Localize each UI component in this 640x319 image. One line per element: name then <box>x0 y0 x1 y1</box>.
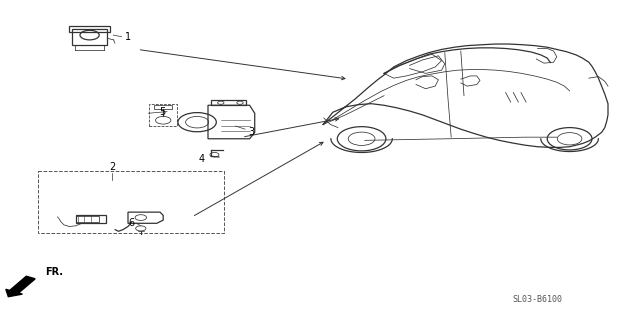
Text: 4: 4 <box>198 154 205 165</box>
Text: 5: 5 <box>159 107 165 117</box>
Text: SL03-B6100: SL03-B6100 <box>513 295 563 304</box>
Text: 3: 3 <box>248 127 255 137</box>
Text: FR.: FR. <box>45 267 63 277</box>
FancyArrow shape <box>6 276 35 297</box>
Text: 6: 6 <box>128 218 134 228</box>
Text: 2: 2 <box>109 162 115 172</box>
Text: 1: 1 <box>125 32 131 42</box>
